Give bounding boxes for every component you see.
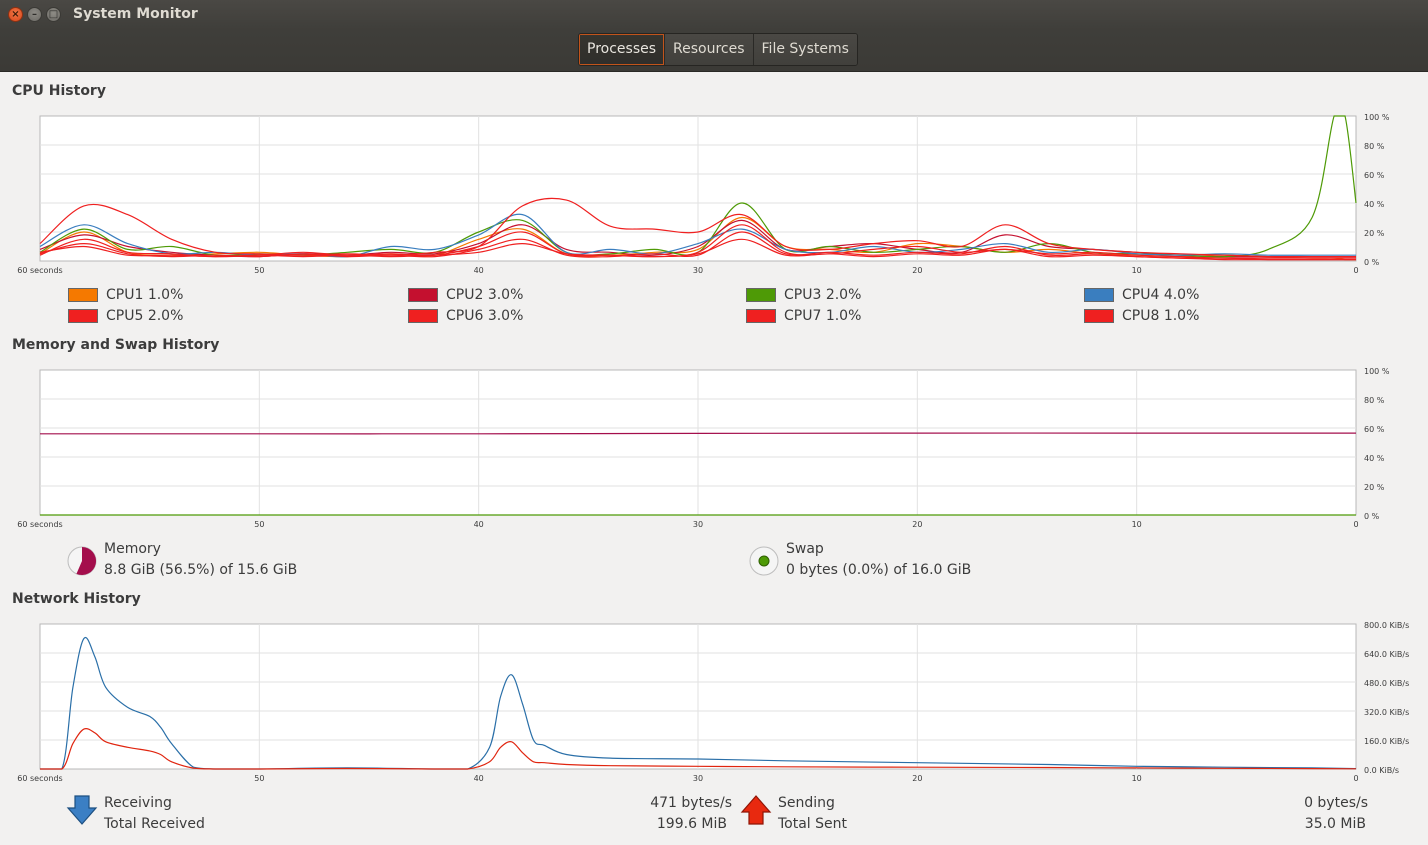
network-series-line-sending <box>39 728 1357 770</box>
minimize-icon: – <box>32 9 37 20</box>
cpu-y-tick-label: 100 % <box>1364 113 1390 122</box>
maximize-window-button[interactable]: □ <box>46 7 61 22</box>
network-x-tick-label: 50 <box>254 774 264 783</box>
network-history-title: Network History <box>12 591 141 607</box>
cpu-legend-label: CPU4 4.0% <box>1122 287 1200 303</box>
sending-rate-value: 0 bytes/s <box>1304 795 1368 811</box>
cpu-series-line-cpu8 <box>39 238 1356 261</box>
color-swatch-button[interactable] <box>408 288 438 302</box>
memory-swap-history-graph: 100 % 80 % 60 % 40 % 20 % 0 % 60 seconds 50 40 30… <box>17 367 1390 529</box>
network-x-tick-label: 40 <box>474 774 484 783</box>
memory-y-tick-label: 20 % <box>1364 483 1385 492</box>
cpu-x-tick-label: 0 <box>1353 266 1358 275</box>
network-y-tick-label: 160.0 KiB/s <box>1364 737 1409 746</box>
cpu-legend-label: CPU1 1.0% <box>106 287 184 303</box>
cpu-series-line-cpu6 <box>39 197 1356 258</box>
total-sent-value: 35.0 MiB <box>1304 816 1366 832</box>
memory-y-tick-label: 100 % <box>1364 367 1390 376</box>
swap-value: 0 bytes (0.0%) of 16.0 GiB <box>786 562 972 578</box>
network-x-tick-label: 20 <box>912 774 922 783</box>
cpu-x-tick-label: 50 <box>254 266 264 275</box>
network-y-tick-label: 320.0 KiB/s <box>1364 708 1409 717</box>
memory-pie-icon[interactable] <box>66 545 98 577</box>
total-received-label: Total Received <box>104 816 205 832</box>
cpu-legend-label: CPU8 1.0% <box>1122 308 1200 324</box>
cpu-legend-label: CPU7 1.0% <box>784 308 862 324</box>
memory-series-line-memory <box>39 432 1356 435</box>
memory-x-tick-label: 20 <box>912 520 922 529</box>
sending-arrow-icon[interactable] <box>740 794 772 826</box>
color-swatch-button[interactable] <box>1084 309 1114 323</box>
cpu-x-tick-label: 20 <box>912 266 922 275</box>
cpu-legend-label: CPU2 3.0% <box>446 287 524 303</box>
window-title: System Monitor <box>73 6 198 22</box>
memory-x-tick-label: 30 <box>693 520 703 529</box>
cpu-y-tick-label: 80 % <box>1364 142 1385 151</box>
color-swatch-button[interactable] <box>68 309 98 323</box>
network-x-tick-label: 10 <box>1132 774 1142 783</box>
memory-x-tick-label: 0 <box>1353 520 1358 529</box>
memory-y-tick-label: 60 % <box>1364 425 1385 434</box>
cpu-x-tick-label: 60 seconds <box>17 266 62 275</box>
network-y-tick-label: 480.0 KiB/s <box>1364 679 1409 688</box>
cpu-legend-label: CPU6 3.0% <box>446 308 524 324</box>
cpu-y-tick-label: 40 % <box>1364 200 1385 209</box>
color-swatch-button[interactable] <box>1084 288 1114 302</box>
close-window-button[interactable]: × <box>8 7 23 22</box>
color-swatch-button[interactable] <box>746 288 776 302</box>
total-received-value: 199.6 MiB <box>656 816 727 832</box>
cpu-y-tick-label: 0 % <box>1364 258 1380 267</box>
network-history-graph: 800.0 KiB/s 640.0 KiB/s 480.0 KiB/s 320.0 K… <box>17 621 1409 783</box>
tab-resources[interactable]: Resources <box>664 34 753 65</box>
memory-pie-slice <box>76 547 96 575</box>
memory-y-tick-label: 40 % <box>1364 454 1385 463</box>
title-bar: × – □ System Monitor <box>0 0 1428 30</box>
cpu-series-line-cpu1 <box>39 216 1357 261</box>
cpu-history-title: CPU History <box>12 83 106 99</box>
tab-file-systems[interactable]: File Systems <box>752 34 857 65</box>
network-y-tick-label: 0.0 KiB/s <box>1364 766 1399 775</box>
receiving-label: Receiving <box>104 795 172 811</box>
cpu-legend-label: CPU5 2.0% <box>106 308 184 324</box>
swap-pie-icon[interactable] <box>748 545 780 577</box>
receiving-rate-value: 471 bytes/s <box>650 795 732 811</box>
memory-value: 8.8 GiB (56.5%) of 15.6 GiB <box>104 562 298 578</box>
color-swatch-button[interactable] <box>68 288 98 302</box>
sending-label: Sending <box>778 795 835 811</box>
cpu-legend-label: CPU3 2.0% <box>784 287 862 303</box>
memory-x-tick-label: 60 seconds <box>17 520 62 529</box>
memory-x-tick-label: 40 <box>474 520 484 529</box>
memory-y-tick-label: 0 % <box>1364 512 1380 521</box>
network-x-tick-label: 0 <box>1353 774 1358 783</box>
swap-label: Swap <box>786 541 824 557</box>
maximize-icon: □ <box>48 9 59 20</box>
view-switcher: Processes Resources File Systems <box>578 33 858 66</box>
memory-y-tick-label: 80 % <box>1364 396 1385 405</box>
memory-swap-history-title: Memory and Swap History <box>12 337 220 353</box>
network-series-line-receiving <box>39 636 1357 770</box>
cpu-y-tick-label: 20 % <box>1364 229 1385 238</box>
cpu-x-tick-label: 30 <box>693 266 703 275</box>
color-swatch-button[interactable] <box>746 309 776 323</box>
minimize-window-button[interactable]: – <box>27 7 42 22</box>
cpu-x-tick-label: 40 <box>474 266 484 275</box>
memory-x-tick-label: 50 <box>254 520 264 529</box>
network-y-tick-label: 800.0 KiB/s <box>1364 621 1409 630</box>
memory-label: Memory <box>104 541 161 557</box>
network-y-tick-label: 640.0 KiB/s <box>1364 650 1409 659</box>
close-icon: × <box>11 9 20 20</box>
network-x-tick-label: 30 <box>693 774 703 783</box>
cpu-history-graph: 100 % 80 % 60 % 40 % 20 % 0 % 60 seconds 50 40 30… <box>17 113 1390 275</box>
receiving-arrow-icon[interactable] <box>66 794 98 826</box>
network-x-tick-label: 60 seconds <box>17 774 62 783</box>
memory-x-tick-label: 10 <box>1132 520 1142 529</box>
tab-processes[interactable]: Processes <box>579 34 665 65</box>
cpu-x-tick-label: 10 <box>1132 266 1142 275</box>
total-sent-label: Total Sent <box>778 816 848 832</box>
cpu-y-tick-label: 60 % <box>1364 171 1385 180</box>
color-swatch-button[interactable] <box>408 309 438 323</box>
